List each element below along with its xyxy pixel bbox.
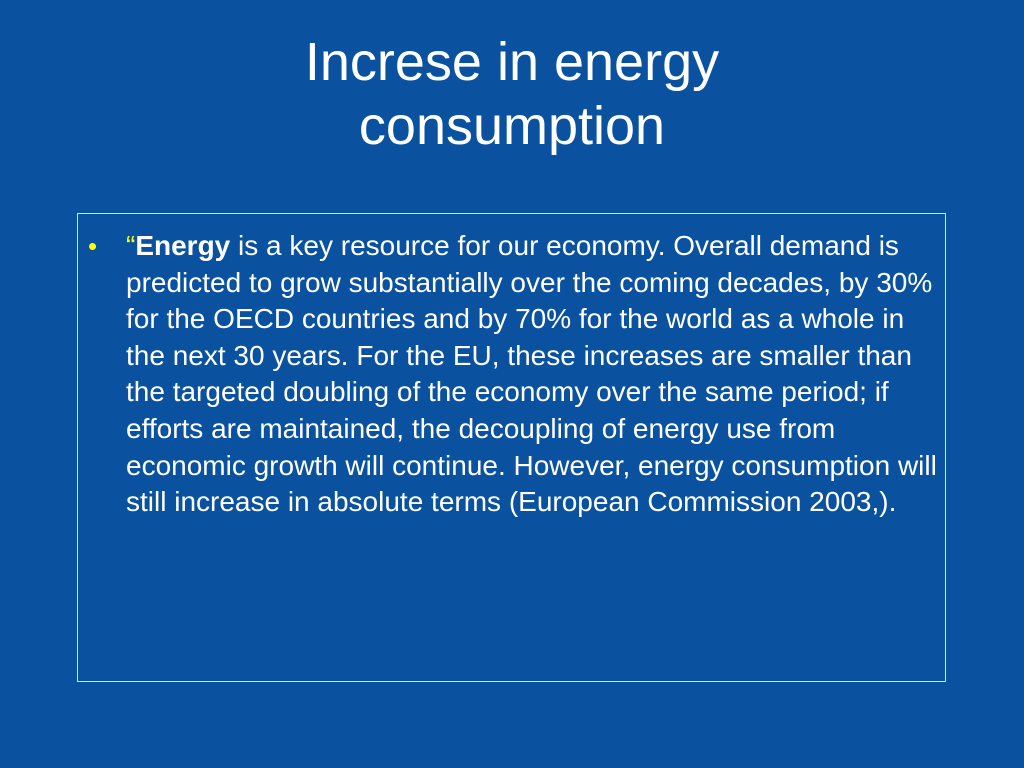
- bullet-marker: •: [88, 231, 98, 261]
- bold-term: Energy: [135, 230, 231, 261]
- content-box: • “Energy is a key resource for our econo…: [77, 213, 946, 682]
- slide-title-line-1: Increse in energy: [304, 32, 720, 92]
- open-quote: “: [126, 230, 136, 261]
- bullet-list: • “Energy is a key resource for our econo…: [88, 228, 943, 521]
- slide-title-line-2: consumption: [358, 96, 666, 156]
- bullet-item: • “Energy is a key resource for our econo…: [88, 228, 943, 521]
- slide-title: Increse in energy consumption: [0, 30, 1024, 158]
- bullet-text: is a key resource for our economy. Overa…: [126, 230, 937, 518]
